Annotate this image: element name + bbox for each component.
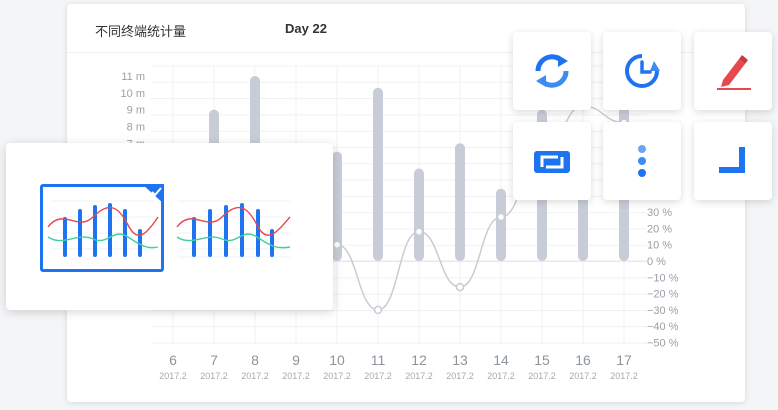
line-point [332, 240, 342, 249]
left-tick-label: 9 m [127, 105, 145, 117]
x-tick-label: 10 [329, 352, 345, 368]
right-tick-label: −20 % [647, 289, 679, 301]
right-tick-label: 0 % [647, 256, 666, 268]
x-tick-sublabel: 2017.2 [569, 371, 597, 381]
x-tick-sublabel: 2017.2 [323, 371, 351, 381]
chart-type-picker [6, 143, 333, 310]
bar [496, 188, 506, 261]
x-tick-label: 6 [169, 352, 177, 368]
line-point [455, 282, 465, 292]
x-tick-label: 9 [292, 352, 300, 368]
right-tick-label: 30 % [647, 207, 672, 219]
bar [373, 87, 383, 261]
line-point [414, 227, 424, 236]
more-vertical-icon [638, 145, 646, 177]
x-tick-label: 8 [251, 352, 259, 368]
chart-thumbnail-alt [176, 200, 291, 258]
x-tick-sublabel: 2017.2 [528, 371, 556, 381]
left-tick-label: 8 m [127, 121, 145, 133]
bar [332, 151, 342, 261]
history-icon [625, 54, 660, 88]
x-tick-label: 11 [371, 352, 386, 368]
selected-check-icon [142, 184, 164, 204]
x-tick-sublabel: 2017.2 [241, 371, 269, 381]
right-tick-label: −40 % [647, 321, 679, 333]
panel-title: 不同终端统计量 [95, 24, 187, 39]
right-tick-label: −10 % [647, 272, 679, 284]
x-tick-label: 17 [616, 352, 632, 368]
line-point [496, 212, 506, 222]
x-tick-sublabel: 2017.2 [610, 371, 638, 381]
refresh-button[interactable] [513, 32, 591, 110]
corner-button[interactable] [694, 122, 772, 200]
refresh-icon [535, 54, 569, 88]
x-tick-sublabel: 2017.2 [405, 371, 433, 381]
panel-header: 不同终端统计量 Day 22 [67, 4, 745, 53]
x-tick-sublabel: 2017.2 [200, 371, 228, 381]
bar-line-chart-option[interactable] [40, 184, 164, 272]
x-tick-label: 7 [210, 352, 218, 368]
bar [414, 168, 424, 261]
chart-thumbnail [47, 200, 159, 257]
x-tick-label: 16 [575, 352, 591, 368]
left-tick-label: 10 m [121, 88, 145, 100]
right-tick-label: 20 % [647, 223, 672, 235]
more-button[interactable] [603, 122, 681, 200]
history-button[interactable] [603, 32, 681, 110]
corner-icon [719, 147, 745, 173]
x-tick-sublabel: 2017.2 [487, 371, 515, 381]
bar-line-chart-option-alt[interactable] [172, 187, 296, 275]
x-tick-label: 12 [411, 352, 427, 368]
swap-icon [534, 151, 570, 173]
day-label: Day 22 [285, 21, 327, 36]
x-tick-sublabel: 2017.2 [364, 371, 392, 381]
x-tick-sublabel: 2017.2 [282, 371, 310, 381]
left-tick-label: 11 m [121, 71, 145, 83]
right-tick-label: 10 % [647, 240, 672, 252]
x-tick-sublabel: 2017.2 [446, 371, 474, 381]
x-tick-label: 15 [534, 352, 550, 368]
edit-button[interactable] [694, 32, 772, 110]
swap-button[interactable] [513, 122, 591, 200]
x-tick-label: 14 [493, 352, 509, 368]
right-tick-label: −30 % [647, 305, 679, 317]
pen-icon [717, 55, 751, 90]
right-tick-label: −50 % [647, 338, 679, 350]
x-tick-sublabel: 2017.2 [159, 371, 187, 381]
line-point [373, 305, 383, 315]
x-tick-label: 13 [452, 352, 468, 368]
bar [455, 143, 465, 261]
